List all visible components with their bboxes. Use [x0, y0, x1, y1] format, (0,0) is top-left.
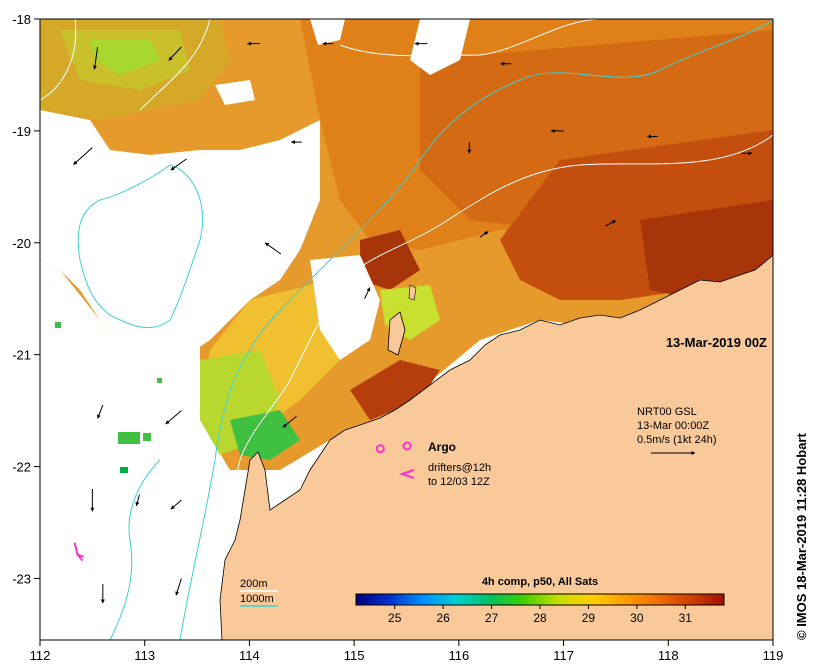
current-arrow-22 — [170, 499, 182, 510]
current-arrow-6 — [73, 147, 93, 165]
y-tick-label-0: -18 — [12, 12, 31, 27]
isobath-200m — [40, 19, 773, 640]
colorbar-tick-label-0: 25 — [388, 611, 402, 625]
small-island — [408, 284, 417, 301]
x-tick-label-7: 119 — [763, 648, 784, 663]
x-tick-label-6: 118 — [658, 648, 679, 663]
isobath-1000-label: 1000m — [240, 593, 274, 605]
colorbar-ticks: 25 26 27 28 29 30 31 — [388, 605, 692, 625]
colorbar-title: 4h comp, p50, All Sats — [482, 576, 598, 588]
current-arrow-19 — [282, 415, 297, 428]
date-label: 13-Mar-2019 00Z — [666, 335, 767, 350]
australia-landmass — [219, 254, 773, 640]
y-tick-label-5: -23 — [12, 571, 31, 586]
current-vectors — [73, 41, 753, 604]
current-arrow-15 — [479, 231, 489, 238]
x-tick-label-2: 114 — [239, 648, 260, 663]
current-arrow-18 — [165, 410, 182, 425]
drifter-track-0 — [73, 542, 84, 562]
x-tick-label-5: 117 — [553, 648, 574, 663]
drifter-legend-label-2: to 12/03 12Z — [428, 476, 490, 488]
plot-frame — [39, 18, 774, 641]
x-axis: 112 113 114 115 116 117 118 119 — [30, 640, 784, 663]
sst-field — [40, 19, 773, 640]
current-arrow-17 — [97, 404, 104, 419]
current-arrow-1 — [168, 46, 182, 61]
isobath-200-label: 200m — [240, 578, 268, 590]
colorbar — [355, 593, 725, 606]
drifter-legend-icon — [398, 469, 415, 479]
colorbar-tick-label-4: 29 — [582, 611, 596, 625]
y-tick-label-3: -21 — [12, 348, 31, 363]
colorbar-tick-label-3: 28 — [533, 611, 547, 625]
y-tick-label-2: -20 — [12, 236, 31, 251]
argo-floats — [375, 444, 385, 454]
x-tick-label-1: 113 — [134, 648, 155, 663]
colorbar-tick-label-5: 30 — [630, 611, 644, 625]
colorbar-tick-label-1: 26 — [436, 611, 450, 625]
argo-legend-icon — [402, 441, 412, 451]
x-tick-label-4: 116 — [448, 648, 469, 663]
current-arrow-0 — [92, 46, 99, 70]
gsl-label-3: 0.5m/s (1kt 24h) — [637, 434, 716, 446]
y-tick-label-1: -19 — [12, 124, 31, 139]
credit-text: © IMOS 18-Mar-2019 11:28 Hobart — [794, 433, 809, 640]
gsl-label-2: 13-Mar 00:00Z — [637, 420, 709, 432]
barrow-island — [387, 311, 406, 356]
gsl-label-1: NRT00 GSL — [637, 406, 697, 418]
y-axis: -18 -19 -20 -21 -22 -23 — [12, 12, 40, 586]
x-tick-label-3: 115 — [344, 648, 365, 663]
current-arrow-21 — [135, 494, 140, 507]
drifter-legend-label-1: drifters@12h — [428, 462, 491, 474]
current-arrow-13 — [264, 242, 282, 255]
colorbar-tick-label-2: 27 — [485, 611, 499, 625]
y-tick-label-4: -22 — [12, 460, 31, 475]
current-arrow-24 — [175, 578, 182, 596]
colorbar-tick-label-6: 31 — [679, 611, 693, 625]
x-tick-label-0: 112 — [30, 648, 51, 663]
drifter-tracks — [73, 542, 84, 562]
argo-float-0 — [375, 444, 385, 454]
argo-legend-label: Argo — [428, 440, 456, 454]
current-arrow-16 — [605, 219, 617, 227]
current-arrow-7 — [170, 158, 187, 171]
isobath-1000m — [77, 19, 773, 640]
current-arrow-14 — [364, 287, 371, 299]
